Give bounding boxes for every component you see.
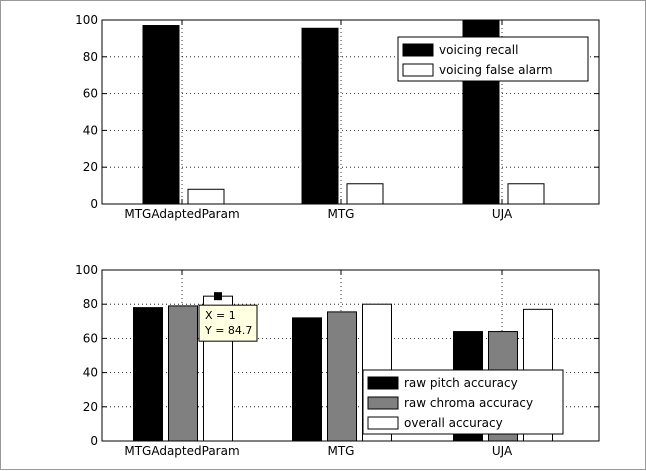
y-tick-label: 20 — [83, 400, 98, 414]
chart-1: 0 20 40 60 80 100 MTGAdaptedParam MTG UJA voicing… — [75, 13, 600, 221]
legend-label: voicing recall — [439, 43, 518, 57]
y-tick-label: 40 — [83, 123, 98, 137]
y-tick-label: 60 — [83, 331, 98, 345]
legend-swatch — [402, 63, 434, 77]
y-tick-label: 60 — [83, 87, 98, 101]
bar[interactable] — [292, 317, 322, 442]
x-tick-label: UJA — [492, 207, 513, 221]
bar[interactable] — [346, 183, 384, 205]
y-tick-label: 20 — [83, 160, 98, 174]
x-tick-label: MTG — [328, 207, 355, 221]
bar[interactable] — [133, 307, 163, 442]
datatip-y: Y = 84.7 — [204, 324, 252, 337]
y-tick-label: 80 — [83, 50, 98, 64]
legend-swatch — [367, 396, 399, 410]
legend-label: raw pitch accuracy — [404, 376, 518, 390]
y-tick-label: 0 — [90, 434, 98, 448]
chart-2: 0 20 40 60 80 100 MTGAdaptedParam MTG UJA raw pit… — [75, 263, 600, 458]
bar[interactable] — [168, 305, 198, 442]
legend-swatch — [402, 43, 434, 57]
y-tick-label: 40 — [83, 366, 98, 380]
legend-swatch — [367, 376, 399, 390]
bar[interactable] — [507, 183, 545, 205]
legend-label: raw chroma accuracy — [404, 396, 533, 410]
bar[interactable] — [301, 27, 339, 205]
bar[interactable] — [187, 188, 225, 205]
bar[interactable] — [142, 25, 180, 205]
bar[interactable] — [327, 311, 357, 442]
x-tick-label: MTGAdaptedParam — [124, 207, 239, 221]
legend: raw pitch accuracy raw chroma accuracy ove… — [362, 369, 564, 435]
legend-swatch — [367, 416, 399, 430]
datatip-x: X = 1 — [205, 309, 236, 322]
y-tick-label: 100 — [75, 13, 98, 27]
x-tick-label: UJA — [492, 444, 513, 458]
legend-label: overall accuracy — [404, 416, 503, 430]
y-tick-label: 80 — [83, 297, 98, 311]
x-tick-label: MTGAdaptedParam — [124, 444, 239, 458]
datatip-box — [198, 304, 258, 342]
legend: voicing recall voicing false alarm — [397, 36, 589, 82]
x-tick-label: MTG — [328, 444, 355, 458]
datatip[interactable]: X = 1 Y = 84.7 — [198, 292, 258, 342]
y-tick-label: 100 — [75, 263, 98, 277]
legend-label: voicing false alarm — [439, 63, 553, 77]
datatip-marker[interactable] — [214, 292, 222, 301]
y-tick-label: 0 — [90, 197, 98, 211]
